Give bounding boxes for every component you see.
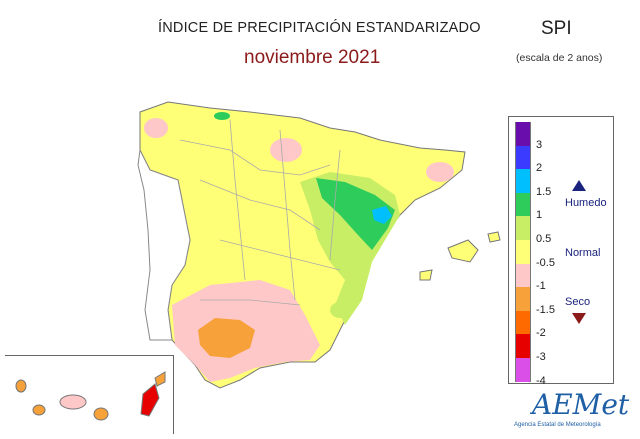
portugal-area — [137, 148, 191, 341]
legend-tick-label: -1.5 — [536, 303, 555, 316]
scale-note: (escala de 2 anos) — [516, 52, 603, 64]
legend-swatch — [515, 240, 531, 264]
balearic-islands — [419, 231, 501, 281]
aemet-logo-subtitle: Agencia Estatal de Meteorología — [514, 422, 601, 428]
province-boundaries — [179, 119, 341, 306]
very-dry-patch — [198, 318, 255, 358]
legend-tick-label: 0.5 — [536, 233, 552, 245]
legend-tick-label: 3 — [536, 138, 543, 151]
legend-swatch — [515, 192, 531, 217]
legend-swatch — [515, 334, 531, 358]
index-label: SPI — [541, 18, 572, 39]
legend-swatch — [515, 287, 531, 311]
dry-arrow-icon — [572, 313, 586, 324]
legend-tick-label: 2 — [536, 162, 543, 175]
legend-swatch — [515, 122, 531, 146]
dry-patch-north — [270, 138, 302, 162]
legend-category-dry: Seco — [565, 296, 591, 308]
wet-arrow-icon — [572, 180, 586, 191]
map-subtitle: noviembre 2021 — [244, 47, 381, 68]
legend-tick-label: -2 — [536, 327, 546, 340]
legend-swatch — [515, 263, 531, 288]
legend-swatch — [515, 310, 531, 335]
wet-patch-north — [214, 112, 230, 120]
legend-swatch — [515, 358, 531, 382]
legend-swatch — [515, 169, 531, 193]
legend-tick-label: -4 — [536, 374, 546, 387]
legend-category-wet: Humedo — [565, 197, 607, 209]
canary-islands-inset — [5, 355, 174, 434]
legend-tick-label: -3 — [536, 351, 546, 363]
dry-patch-northeast — [426, 162, 454, 182]
legend-swatch — [515, 216, 531, 240]
legend-tick-label: 1 — [536, 209, 543, 222]
aemet-logo: AEMet — [532, 388, 630, 421]
canary-islands-map — [15, 371, 166, 421]
dry-patch-galicia — [144, 118, 168, 138]
legend-tick-label: -1 — [536, 280, 546, 293]
map-title: ÍNDICE DE PRECIPITACIÓN ESTANDARIZADO — [158, 20, 481, 36]
wet-patch-southeast — [330, 302, 350, 318]
very-wet-patch — [372, 206, 392, 224]
legend-swatch — [515, 145, 531, 170]
legend-tick-label: 1.5 — [536, 185, 552, 198]
legend-tick-label: -0.5 — [536, 256, 555, 269]
legend-category-normal: Normal — [565, 247, 601, 259]
